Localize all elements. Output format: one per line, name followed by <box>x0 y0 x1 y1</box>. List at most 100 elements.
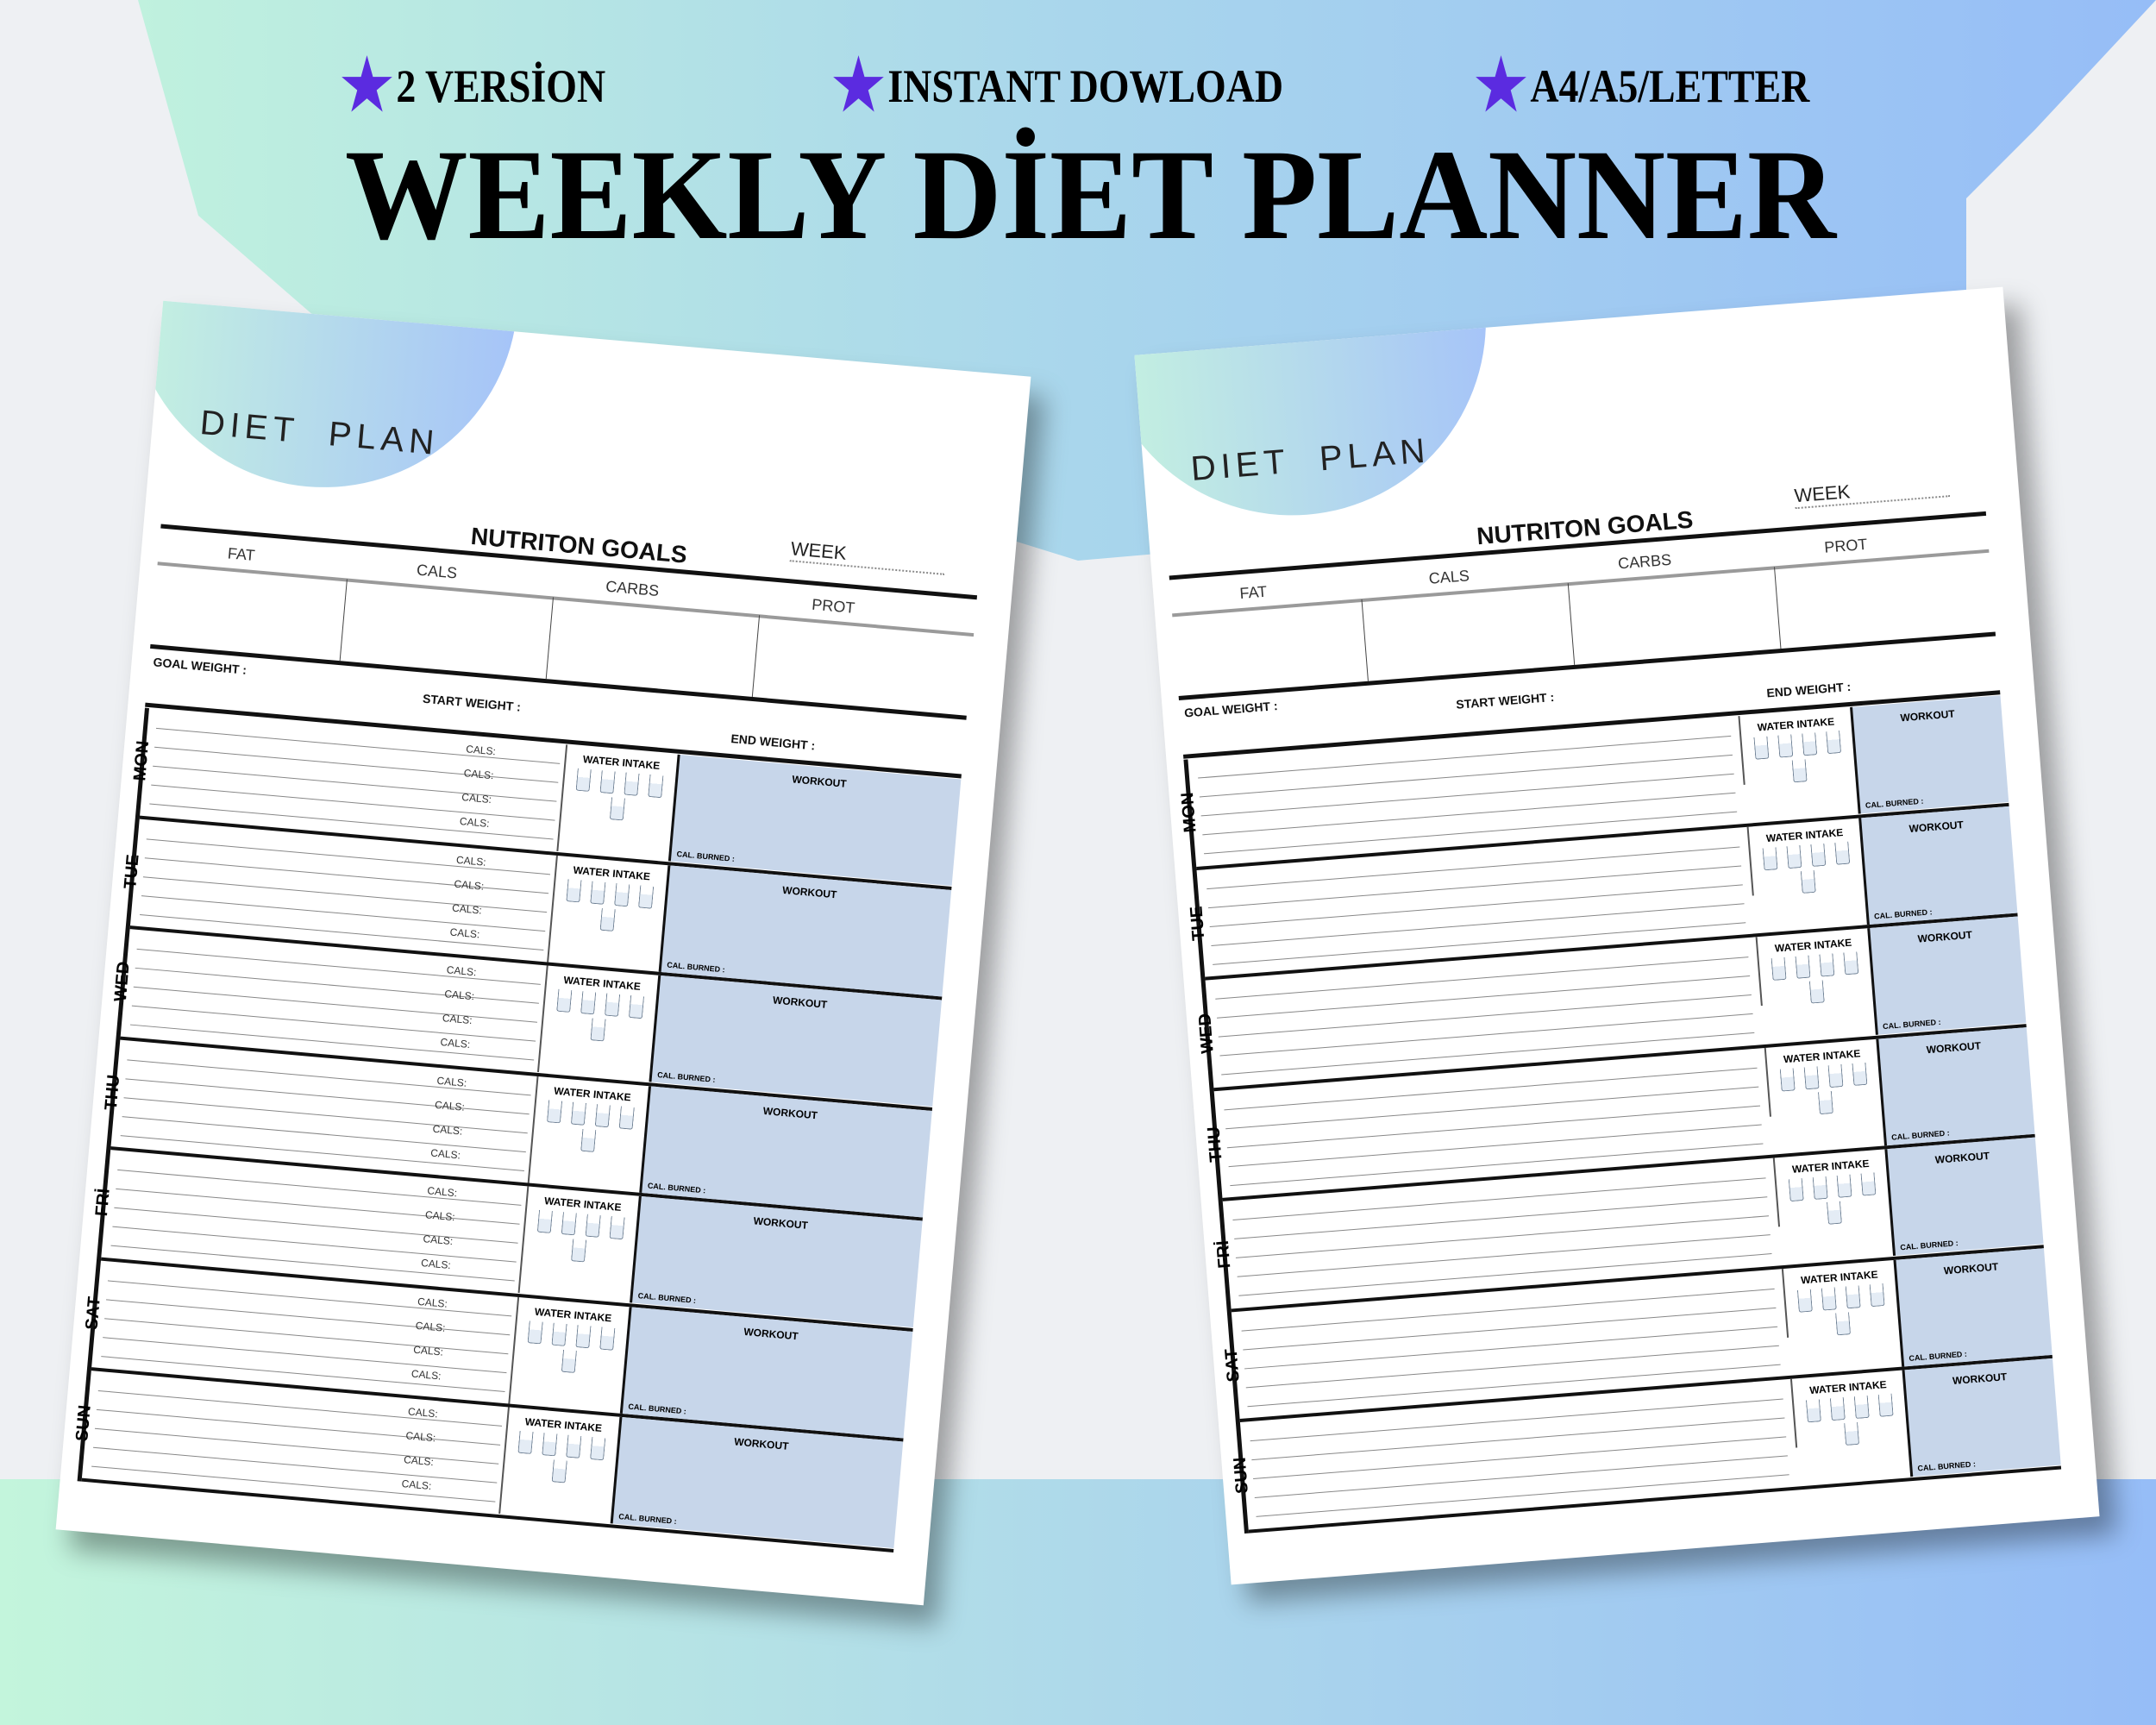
water-glass-icon[interactable] <box>542 1433 558 1457</box>
water-glass-icon[interactable] <box>1779 1067 1796 1092</box>
water-glass-icon[interactable] <box>561 1349 577 1373</box>
water-glass-icon[interactable] <box>1810 843 1827 867</box>
water-glass-icon[interactable] <box>1777 734 1794 758</box>
water-glass-icon[interactable] <box>1834 841 1851 865</box>
water-glass-icon[interactable] <box>1753 736 1770 760</box>
water-glass-icon[interactable] <box>599 1327 616 1351</box>
water-glass-icon[interactable] <box>1795 955 1811 979</box>
water-intake: WATER INTAKE <box>1764 1038 1882 1117</box>
water-glass-icon[interactable] <box>609 1216 625 1240</box>
water-glass-icon[interactable] <box>551 1459 567 1484</box>
water-glass-icon[interactable] <box>599 907 616 932</box>
water-intake: WATER INTAKE <box>536 965 659 1082</box>
cals-label: CALS: <box>424 1208 456 1224</box>
start-weight-label: START WEIGHT : <box>1455 689 1555 712</box>
cell-divider <box>1361 599 1369 681</box>
water-glass-icon[interactable] <box>1796 1289 1813 1313</box>
cell-divider <box>339 579 348 662</box>
water-glass-icon[interactable] <box>566 878 582 902</box>
water-glass-icon[interactable] <box>594 1103 611 1127</box>
workout-label: WORKOUT <box>1943 1260 1999 1276</box>
water-glass-icon[interactable] <box>1800 869 1816 894</box>
water-glass-icon[interactable] <box>1827 1063 1844 1088</box>
water-glass-icon[interactable] <box>566 1434 582 1458</box>
water-glass-icon[interactable] <box>590 1437 606 1461</box>
water-glass-icon[interactable] <box>1852 1062 1868 1086</box>
water-glass-icon[interactable] <box>604 993 621 1017</box>
water-glass-icon[interactable] <box>561 1212 577 1236</box>
writing-line <box>116 1188 520 1225</box>
water-glass-icon[interactable] <box>517 1430 534 1455</box>
cal-burned-label: CAL. BURNED : <box>647 1181 706 1195</box>
water-glass-icon[interactable] <box>1844 1421 1860 1446</box>
water-glass-icon[interactable] <box>1836 1174 1852 1198</box>
water-glass-icon[interactable] <box>575 1324 592 1348</box>
water-glass-icon[interactable] <box>556 988 573 1013</box>
water-glass-icon[interactable] <box>1817 1090 1833 1114</box>
cal-burned-label: CAL. BURNED : <box>1917 1459 1977 1473</box>
water-glass-icon[interactable] <box>628 994 645 1019</box>
water-glass-icon[interactable] <box>570 1101 587 1126</box>
water-glass-icon[interactable] <box>527 1320 543 1345</box>
writing-line <box>1253 1436 1787 1480</box>
water-intake: WATER INTAKE <box>527 1076 649 1193</box>
water-glass-icon[interactable] <box>624 772 640 796</box>
cals-label: CALS: <box>434 1098 466 1113</box>
water-glass-icon[interactable] <box>546 1099 563 1123</box>
water-glass-icon[interactable] <box>1812 1176 1828 1200</box>
water-glass-icon[interactable] <box>580 991 597 1015</box>
workout-label: WORKOUT <box>1908 818 1965 835</box>
macro-label: PROT <box>811 595 856 617</box>
cal-burned-label: CAL. BURNED : <box>617 1512 678 1526</box>
water-glass-icon[interactable] <box>585 1214 601 1238</box>
writing-line <box>1237 1234 1771 1277</box>
water-glass-icon[interactable] <box>1786 844 1802 869</box>
water-glass-icon[interactable] <box>1821 1286 1837 1311</box>
workout-label: WORKOUT <box>791 773 848 790</box>
water-glass-icon[interactable] <box>614 882 630 906</box>
water-glass-icon[interactable] <box>1802 732 1818 756</box>
water-glass-icon[interactable] <box>1843 951 1859 975</box>
water-glass-icon[interactable] <box>1788 1178 1804 1202</box>
macro-label: FAT <box>227 544 256 565</box>
water-glass-icon[interactable] <box>580 1128 597 1152</box>
writing-line <box>91 1465 496 1502</box>
water-glass-icon[interactable] <box>1845 1284 1861 1308</box>
water-glass-icon[interactable] <box>536 1209 553 1233</box>
water-glass-icon[interactable] <box>1869 1283 1885 1307</box>
water-glass-icon[interactable] <box>1853 1395 1870 1420</box>
water-glass-icon[interactable] <box>551 1322 567 1346</box>
water-glass-icon[interactable] <box>1805 1399 1821 1423</box>
water-glass-icon[interactable] <box>599 770 616 794</box>
water-glass-icon[interactable] <box>1771 957 1787 981</box>
water-glass-icon[interactable] <box>1808 980 1825 1004</box>
water-glass-icon[interactable] <box>1860 1172 1877 1196</box>
water-glass-icon[interactable] <box>1829 1397 1846 1421</box>
water-glass-icon[interactable] <box>575 768 592 792</box>
water-intake: WATER INTAKE <box>1781 1259 1899 1338</box>
water-glass-icon[interactable] <box>638 884 655 909</box>
water-glass-icon[interactable] <box>1835 1311 1852 1335</box>
water-glass-icon[interactable] <box>609 797 625 821</box>
water-glass-icon[interactable] <box>1762 846 1778 870</box>
water-glass-icon[interactable] <box>1791 759 1808 783</box>
water-glass-icon[interactable] <box>648 774 664 799</box>
water-glass-icon[interactable] <box>1826 731 1842 755</box>
cals-label: CALS: <box>401 1477 432 1493</box>
writing-line <box>151 784 555 821</box>
planner-page-version-1: DIET PLAN WEEK NUTRITON GOALS FAT CALS CAR… <box>55 300 1031 1606</box>
water-glass-icon[interactable] <box>590 1018 606 1042</box>
divider <box>150 643 967 720</box>
cal-burned-label: CAL. BURNED : <box>1899 1239 1959 1252</box>
water-glass-icon[interactable] <box>1826 1201 1842 1225</box>
water-glass-icon[interactable] <box>1877 1393 1894 1417</box>
water-glass-icon[interactable] <box>570 1239 587 1263</box>
water-glass-icon[interactable] <box>618 1106 635 1130</box>
workout-box: WORKOUT CAL. BURNED : <box>1902 1358 2061 1477</box>
water-glass-icon[interactable] <box>1819 953 1835 977</box>
day-label: THU <box>101 1073 124 1111</box>
water-glass-icon[interactable] <box>590 881 606 905</box>
days-grid: MON WATER INTAKE WORKOUT CAL. BURNED : TUE WA… <box>1178 695 2062 1534</box>
water-glass-icon[interactable] <box>1803 1065 1820 1089</box>
cals-label: CALS: <box>403 1453 435 1469</box>
